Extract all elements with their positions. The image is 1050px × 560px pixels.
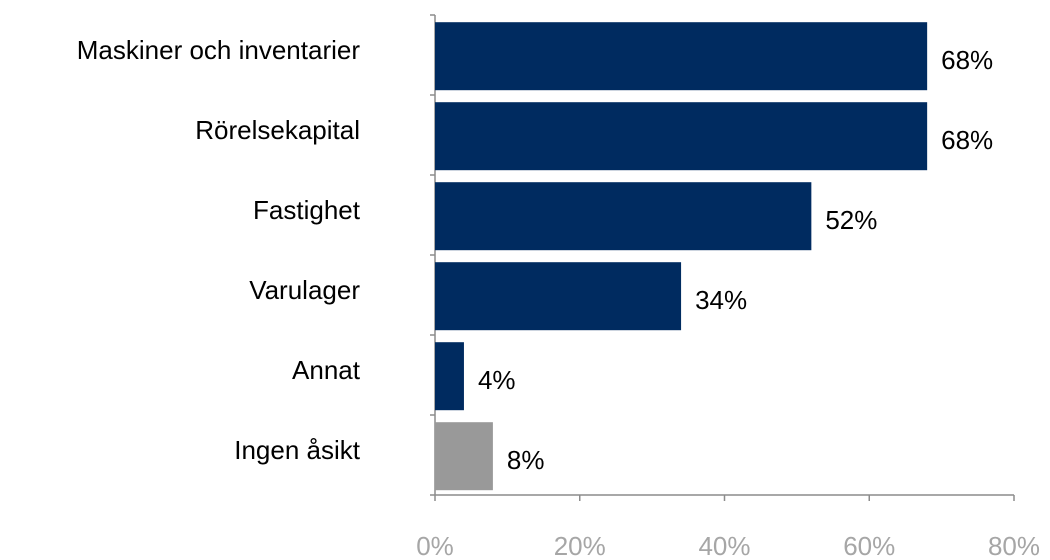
y-tick-label: Fastighet: [253, 195, 361, 225]
y-tick-label: Varulager: [249, 275, 360, 305]
value-label: 68%: [941, 45, 993, 75]
y-tick-label: Ingen åsikt: [234, 435, 361, 465]
value-label: 68%: [941, 125, 993, 155]
x-tick-label: 80%: [988, 531, 1040, 560]
x-tick-label: 0%: [416, 531, 454, 560]
bar: [435, 22, 928, 91]
x-tick-label: 40%: [698, 531, 750, 560]
y-tick-label: Rörelsekapital: [195, 115, 360, 145]
value-label: 34%: [695, 285, 747, 315]
bar: [435, 182, 812, 251]
y-tick-label: Annat: [292, 355, 361, 385]
bar: [435, 342, 464, 411]
x-tick-label: 60%: [843, 531, 895, 560]
x-tick-label: 20%: [554, 531, 606, 560]
value-label: 52%: [825, 205, 877, 235]
value-label: 8%: [507, 445, 545, 475]
bar: [435, 102, 928, 171]
bar: [435, 262, 682, 331]
value-label: 4%: [478, 365, 516, 395]
bar: [435, 422, 493, 491]
y-tick-label: Maskiner och inventarier: [77, 35, 361, 65]
